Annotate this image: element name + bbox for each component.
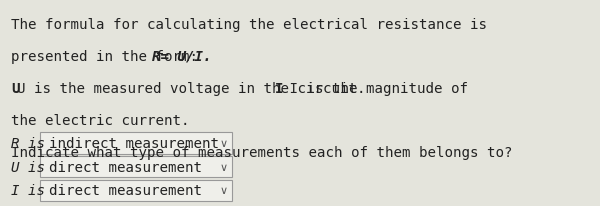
Text: R is: R is — [11, 136, 45, 150]
Text: indirect measurement: indirect measurement — [49, 136, 219, 150]
Text: I: I — [275, 81, 284, 95]
Text: R= U/I.: R= U/I. — [152, 49, 212, 63]
Text: presented in the form:: presented in the form: — [11, 49, 206, 63]
Text: ∨: ∨ — [220, 138, 228, 148]
Text: U is: U is — [11, 160, 45, 174]
Text: I is the magnitude of: I is the magnitude of — [281, 81, 469, 95]
Text: U is the measured voltage in the circuit.: U is the measured voltage in the circuit… — [17, 81, 374, 95]
Text: direct measurement: direct measurement — [49, 184, 219, 198]
Text: ∨: ∨ — [220, 186, 228, 195]
Text: direct measurement: direct measurement — [49, 160, 219, 174]
FancyBboxPatch shape — [40, 156, 232, 178]
Text: The formula for calculating the electrical resistance is: The formula for calculating the electric… — [11, 18, 487, 32]
Text: the electric current.: the electric current. — [11, 113, 190, 127]
FancyBboxPatch shape — [40, 132, 232, 154]
Text: ∨: ∨ — [220, 162, 228, 172]
FancyBboxPatch shape — [40, 180, 232, 201]
Text: I is: I is — [11, 184, 45, 198]
Text: U: U — [11, 81, 19, 95]
Text: Indicate what type of measurements each of them belongs to?: Indicate what type of measurements each … — [11, 145, 512, 159]
